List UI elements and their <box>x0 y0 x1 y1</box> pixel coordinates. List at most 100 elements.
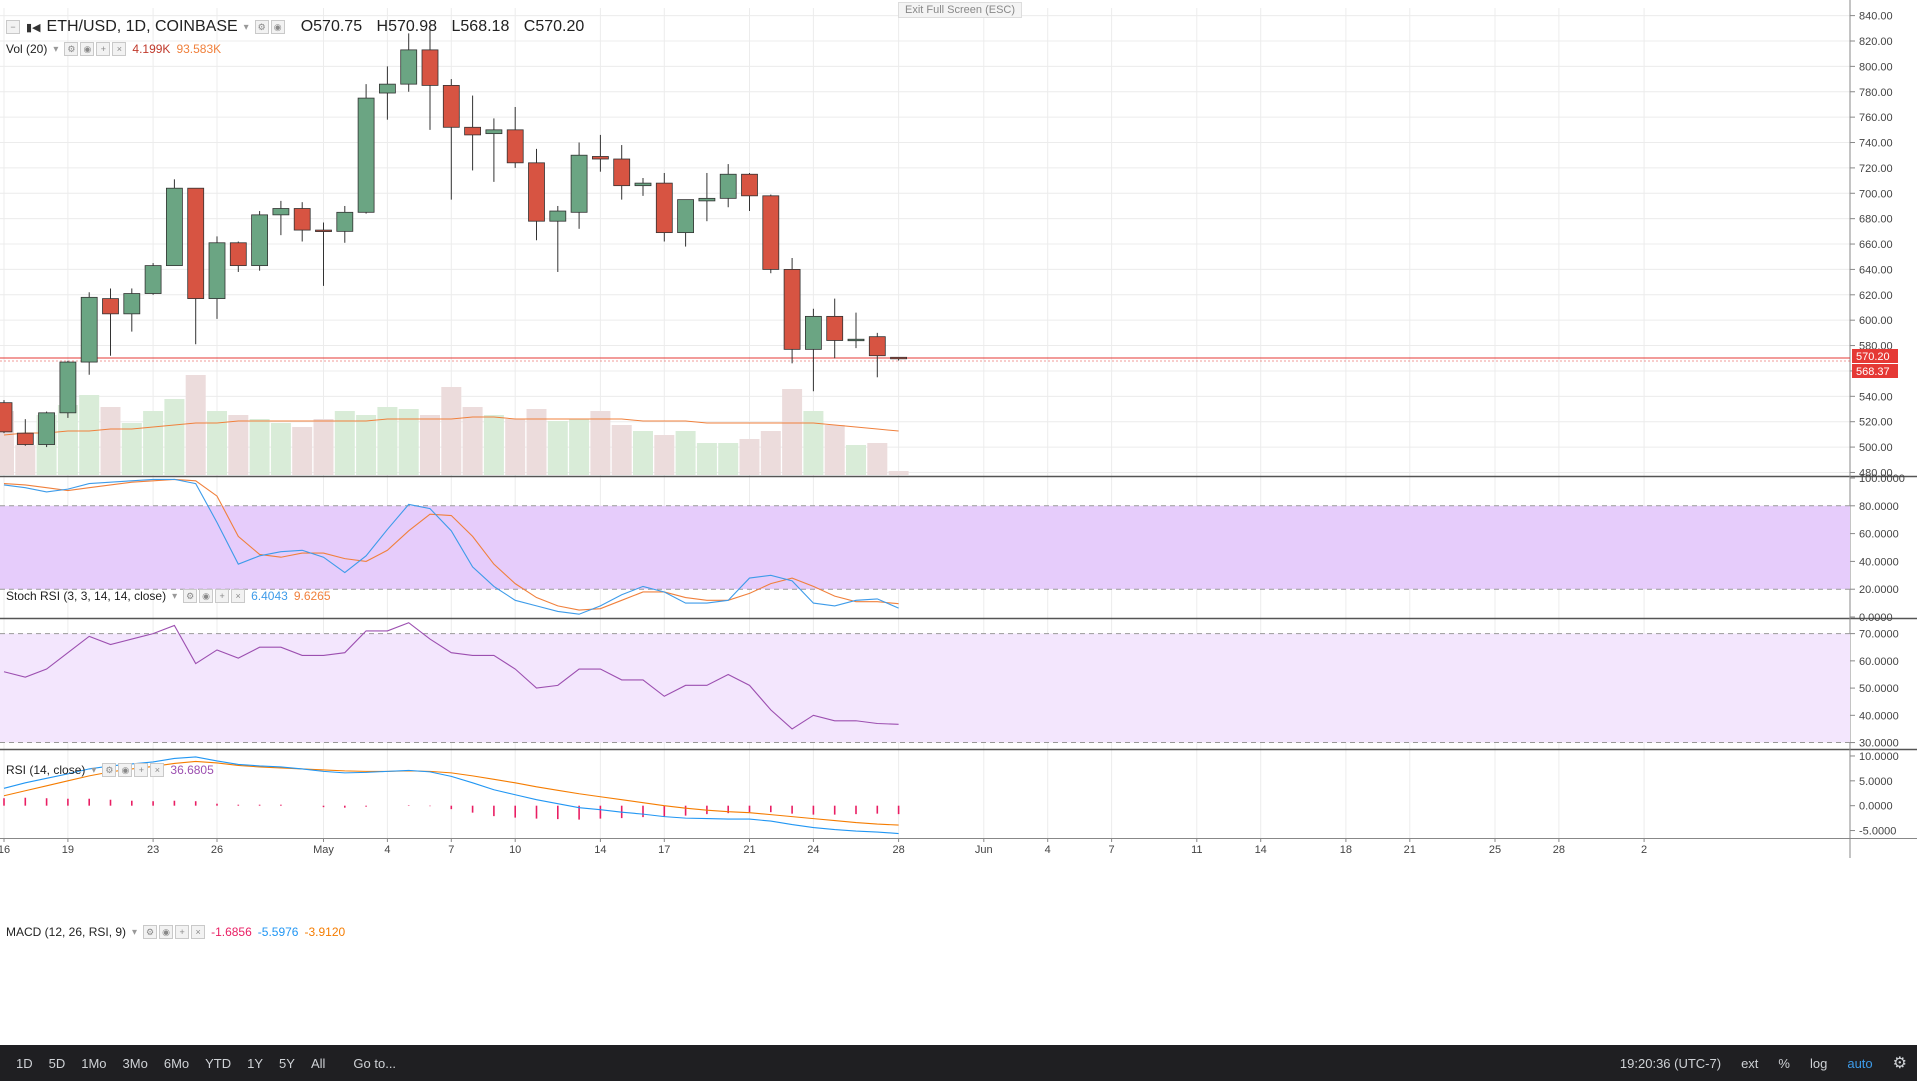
close-icon[interactable]: × <box>231 589 246 603</box>
volume-bar <box>57 405 78 475</box>
volume-bar <box>867 443 888 475</box>
range-1y[interactable]: 1Y <box>247 1055 264 1071</box>
stoch-tick-label: 60.0000 <box>1859 529 1899 541</box>
volume-series <box>0 375 909 475</box>
stoch-tick-label: 0.0000 <box>1859 612 1893 624</box>
bottom-toolbar: 1D 5D 1Mo 3Mo 6Mo YTD 1Y 5Y All Go to...… <box>0 1045 1917 1081</box>
stoch-rsi-label[interactable]: Stoch RSI (3, 3, 14, 14, close) <box>6 589 167 603</box>
candle-down <box>0 402 13 433</box>
hide-icon[interactable]: ◉ <box>270 20 285 34</box>
chart-canvas[interactable]: 480.00500.00520.00540.00560.00580.00600.… <box>0 0 1917 1045</box>
settings-icon[interactable]: ⚙ <box>143 925 158 939</box>
candle-down <box>102 298 119 315</box>
log-toggle[interactable]: log <box>1809 1055 1828 1071</box>
close-icon[interactable]: × <box>191 925 206 939</box>
rsi-tick-label: 60.0000 <box>1859 656 1899 668</box>
symbol-legend: − ▮◀ ETH/USD, 1D, COINBASE ▾ ⚙ ◉ O570.75… <box>6 18 584 36</box>
time-tick-label: 7 <box>448 844 454 856</box>
price-tick-label: 700.00 <box>1859 188 1893 200</box>
macd-hist-value: -1.6856 <box>211 925 252 939</box>
macd-tick-label: 5.0000 <box>1859 776 1893 788</box>
last-price-tag-bg <box>1852 348 1898 363</box>
range-5y[interactable]: 5Y <box>279 1055 295 1071</box>
time-tick-label: 17 <box>658 844 670 856</box>
ext-toggle[interactable]: ext <box>1741 1055 1759 1071</box>
add-icon[interactable]: + <box>96 42 111 56</box>
rsi-tick-label: 50.0000 <box>1859 683 1899 695</box>
chevron-down-icon[interactable]: ▾ <box>132 926 138 938</box>
price-tick-label: 680.00 <box>1859 214 1893 226</box>
low-price-tag-bg <box>1852 363 1898 378</box>
add-icon[interactable]: + <box>175 925 190 939</box>
add-icon[interactable]: + <box>134 763 149 777</box>
volume-bar <box>483 415 504 475</box>
exit-fullscreen-button[interactable]: Exit Full Screen (ESC) <box>898 2 1023 18</box>
volume-bar <box>462 407 483 475</box>
close-icon[interactable]: × <box>112 42 127 56</box>
time-tick-label: May <box>313 844 334 856</box>
candle-up <box>272 208 290 216</box>
range-5d[interactable]: 5D <box>48 1055 66 1071</box>
candle-down <box>315 229 332 232</box>
collapse-icon[interactable]: − <box>6 20 20 34</box>
chevron-down-icon[interactable]: ▾ <box>172 590 178 602</box>
add-icon[interactable]: + <box>215 589 230 603</box>
volume-bar <box>739 439 760 475</box>
candle-down <box>613 158 631 187</box>
goto-button[interactable]: Go to... <box>353 1055 397 1071</box>
range-3mo[interactable]: 3Mo <box>122 1055 148 1071</box>
rsi-label[interactable]: RSI (14, close) <box>6 763 86 777</box>
percent-toggle[interactable]: % <box>1778 1055 1790 1071</box>
volume-bar <box>420 415 440 475</box>
volume-bar <box>547 421 568 475</box>
symbol-title[interactable]: ETH/USD, 1D, COINBASE <box>46 18 238 35</box>
auto-toggle[interactable]: auto <box>1847 1055 1873 1071</box>
settings-icon[interactable]: ⚙ <box>254 20 269 34</box>
range-6mo[interactable]: 6Mo <box>163 1055 190 1071</box>
volume-bar <box>803 411 824 475</box>
volume-bar <box>143 411 164 475</box>
chevron-down-icon[interactable]: ▾ <box>91 764 97 776</box>
stoch-tick-label: 20.0000 <box>1859 584 1899 596</box>
range-1d[interactable]: 1D <box>16 1055 33 1071</box>
range-buttons: 1D 5D 1Mo 3Mo 6Mo YTD 1Y 5Y All <box>16 1056 325 1071</box>
candle-up <box>123 293 141 315</box>
time-tick-label: 14 <box>1255 844 1267 856</box>
settings-icon[interactable]: ⚙ <box>64 42 79 56</box>
candle-down <box>464 126 482 136</box>
close-icon[interactable]: × <box>150 763 165 777</box>
volume-bar <box>79 395 100 475</box>
time-tick-label: Jun <box>975 844 993 856</box>
candle-up <box>677 199 694 234</box>
chevron-down-icon[interactable]: ▾ <box>53 43 59 55</box>
range-1mo[interactable]: 1Mo <box>81 1055 107 1071</box>
time-tick-label: 4 <box>1045 844 1051 856</box>
price-axis: 480.00500.00520.00540.00560.00580.00600.… <box>1850 11 1893 479</box>
volume-bar <box>696 443 717 475</box>
volume-bar <box>356 415 377 475</box>
time-tick-label: 21 <box>1404 844 1416 856</box>
hide-icon[interactable]: ◉ <box>80 42 95 56</box>
volume-label[interactable]: Vol (20) <box>6 42 48 56</box>
hide-icon[interactable]: ◉ <box>159 925 174 939</box>
hide-icon[interactable]: ◉ <box>199 589 214 603</box>
price-tick-label: 760.00 <box>1859 112 1893 124</box>
volume-bar <box>760 431 781 475</box>
candle-up <box>38 412 55 445</box>
candle-up <box>698 197 716 202</box>
chevron-down-icon[interactable]: ▾ <box>243 21 249 33</box>
price-tags: 570.20 568.37 <box>1852 348 1898 378</box>
settings-icon[interactable]: ⚙ <box>183 589 198 603</box>
volume-bar <box>377 407 398 475</box>
candle-series <box>0 29 907 448</box>
macd-line-value: -5.5976 <box>257 925 299 939</box>
range-all[interactable]: All <box>310 1055 326 1071</box>
range-ytd[interactable]: YTD <box>205 1055 232 1071</box>
settings-icon[interactable]: ⚙ <box>102 763 117 777</box>
time-tick-label: 2 <box>1641 844 1647 856</box>
macd-label[interactable]: MACD (12, 26, RSI, 9) <box>6 925 127 939</box>
hide-icon[interactable]: ◉ <box>118 763 133 777</box>
gear-icon[interactable]: ⚙ <box>1892 1055 1907 1072</box>
bottom-right-controls: 19:20:36 (UTC-7) ext % log auto ⚙ <box>1620 1053 1907 1073</box>
